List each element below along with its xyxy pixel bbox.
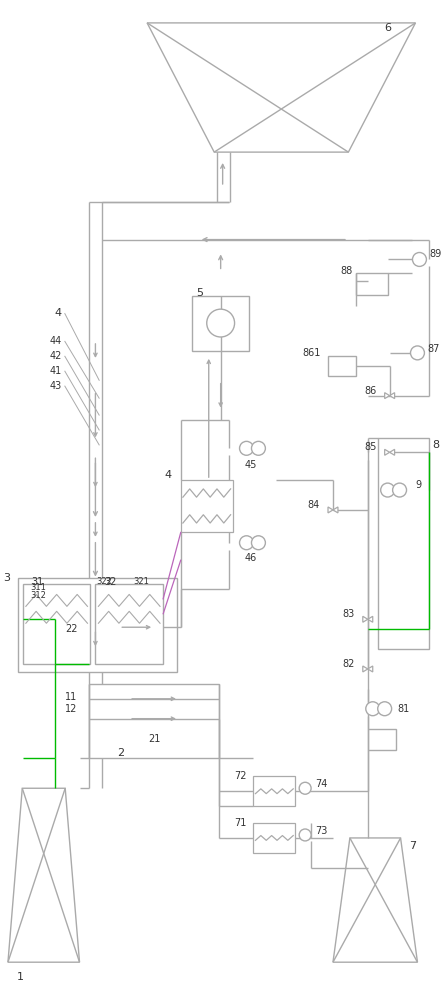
Circle shape (299, 829, 311, 841)
Text: 85: 85 (364, 442, 377, 452)
Circle shape (207, 309, 235, 337)
Polygon shape (363, 666, 368, 672)
Polygon shape (368, 616, 373, 622)
Polygon shape (333, 838, 417, 962)
Bar (95, 584, 163, 664)
Text: 12: 12 (65, 704, 78, 714)
Text: 311: 311 (30, 583, 46, 592)
Bar (23, 584, 90, 664)
Text: 6: 6 (384, 23, 391, 33)
Polygon shape (390, 449, 395, 455)
Polygon shape (385, 393, 390, 399)
Text: 45: 45 (244, 460, 256, 470)
Bar (356, 273, 388, 295)
Text: 8: 8 (432, 440, 439, 450)
Bar (18, 578, 177, 672)
Bar (378, 438, 429, 649)
Text: 21: 21 (148, 734, 160, 744)
Bar (89, 684, 219, 758)
Text: 86: 86 (365, 386, 377, 396)
Text: 71: 71 (234, 818, 246, 828)
Polygon shape (333, 507, 338, 513)
Text: 72: 72 (234, 771, 246, 781)
Text: 312: 312 (30, 591, 46, 600)
Text: 5: 5 (196, 288, 203, 298)
Text: 1: 1 (16, 972, 23, 982)
Circle shape (252, 441, 265, 455)
Text: 2: 2 (117, 748, 124, 758)
Text: 32: 32 (105, 577, 117, 587)
Circle shape (412, 253, 427, 266)
Text: 9: 9 (416, 480, 422, 490)
Circle shape (240, 536, 253, 550)
Text: 83: 83 (342, 609, 355, 619)
Circle shape (252, 536, 265, 550)
Text: 42: 42 (49, 351, 62, 361)
Text: 4: 4 (165, 470, 172, 480)
Text: 4: 4 (54, 308, 62, 318)
Bar (253, 776, 295, 806)
Polygon shape (368, 666, 373, 672)
Circle shape (411, 346, 424, 360)
Text: 11: 11 (65, 692, 78, 702)
Polygon shape (8, 788, 79, 962)
Circle shape (392, 483, 407, 497)
Text: 3: 3 (3, 573, 10, 583)
Circle shape (378, 702, 392, 716)
Text: 31: 31 (32, 577, 44, 587)
Bar (368, 729, 396, 750)
Bar (192, 296, 249, 351)
Circle shape (381, 483, 395, 497)
Text: 84: 84 (308, 500, 320, 510)
Polygon shape (390, 393, 395, 399)
Text: 43: 43 (49, 381, 62, 391)
Text: 82: 82 (342, 659, 355, 669)
Text: 41: 41 (49, 366, 62, 376)
Text: 87: 87 (427, 344, 440, 354)
Bar (253, 823, 295, 853)
Text: 89: 89 (429, 249, 442, 259)
Text: 46: 46 (245, 553, 256, 563)
Text: 321: 321 (133, 577, 149, 586)
Text: 81: 81 (397, 704, 410, 714)
Polygon shape (363, 616, 368, 622)
Circle shape (366, 702, 380, 716)
Text: 7: 7 (409, 841, 416, 851)
Text: 74: 74 (315, 779, 327, 789)
Polygon shape (147, 23, 416, 152)
Text: 44: 44 (49, 336, 62, 346)
Bar (181, 480, 233, 532)
Text: 88: 88 (341, 266, 353, 276)
Polygon shape (385, 449, 390, 455)
Text: 322: 322 (97, 577, 112, 586)
Text: 861: 861 (303, 348, 321, 358)
Text: 73: 73 (315, 826, 327, 836)
Circle shape (240, 441, 253, 455)
Polygon shape (328, 507, 333, 513)
Text: 22: 22 (65, 624, 78, 634)
Bar (328, 356, 356, 376)
Circle shape (299, 782, 311, 794)
